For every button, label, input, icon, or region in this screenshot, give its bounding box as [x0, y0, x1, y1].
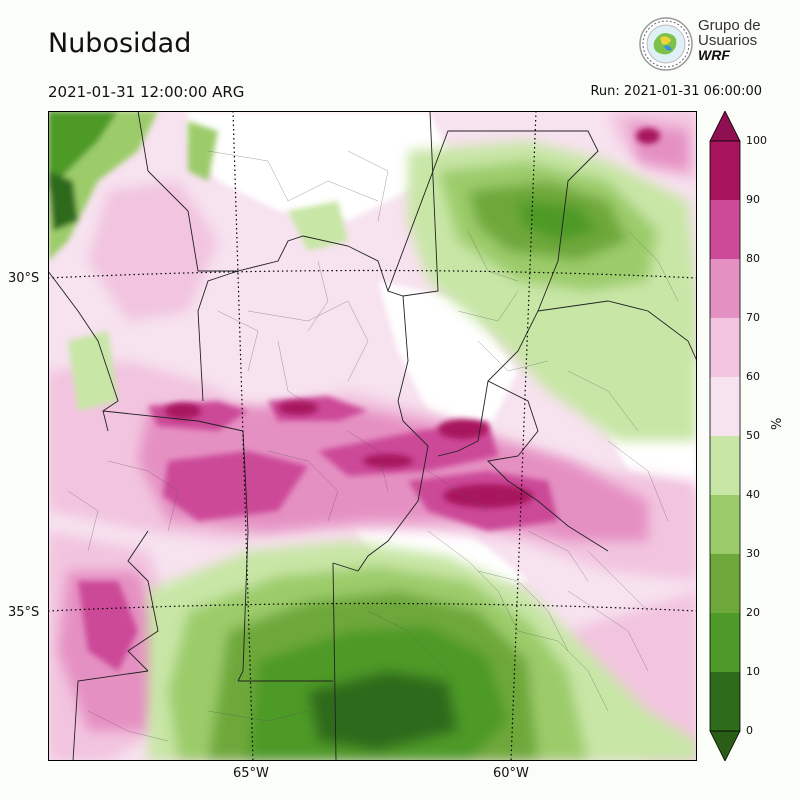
colorbar-under-arrow: [709, 730, 741, 761]
colorbar-tick-label: 60: [746, 370, 760, 383]
colorbar: [709, 111, 741, 761]
colorbar-tick-label: 100: [746, 134, 767, 147]
colorbar-over-arrow: [709, 111, 741, 142]
colorbar-tick-label: 90: [746, 193, 760, 206]
valid-time: 2021-01-31 12:00:00 ARG: [48, 83, 245, 101]
department-borders: [67, 150, 679, 742]
colorbar-segment: [710, 377, 740, 436]
logo-text: Grupo de Usuarios WRF: [698, 18, 761, 63]
green-south-region: [148, 541, 697, 761]
logo-line1: Grupo de: [698, 17, 761, 34]
colorbar-unit: %: [770, 417, 785, 430]
lat-label-30s: 30°S: [8, 271, 40, 286]
run-time: Run: 2021-01-31 06:00:00: [590, 84, 762, 99]
green-ne-region: [408, 141, 697, 441]
green-nw-region: [48, 111, 348, 411]
colorbar-frame: [709, 140, 741, 732]
colorbar-tick-label: 80: [746, 252, 760, 265]
colorbar-segment: [710, 672, 740, 731]
map-title: Nubosidad: [48, 28, 192, 59]
colorbar-segment: [710, 259, 740, 318]
wrf-logo: Grupo de Usuarios WRF: [638, 16, 768, 72]
logo-line2: Usuarios: [698, 32, 758, 49]
lon-label-60w: 60°W: [493, 766, 529, 781]
province-borders: [48, 111, 697, 761]
lat-label-35s: 35°S: [8, 605, 40, 620]
colorbar-segment: [710, 613, 740, 672]
colorbar-tick-label: 0: [746, 724, 753, 737]
globe-icon: [639, 17, 693, 71]
colorbar-tick-label: 20: [746, 606, 760, 619]
colorbar-segment: [710, 318, 740, 377]
colorbar-tick-label: 10: [746, 665, 760, 678]
colorbar-segment: [710, 141, 740, 200]
colorbar-tick-label: 40: [746, 488, 760, 501]
logo-line3: WRF: [698, 47, 730, 63]
colorbar-segment: [710, 495, 740, 554]
colorbar-segment: [710, 554, 740, 613]
lon-label-65w: 65°W: [233, 766, 269, 781]
colorbar-segment: [710, 200, 740, 259]
colorbar-segment: [710, 436, 740, 495]
graticule: [48, 111, 697, 761]
dark-magenta-spots: [165, 128, 660, 508]
colorbar-tick-label: 70: [746, 311, 760, 324]
cloud-cover-map: [48, 111, 697, 761]
colorbar-tick-label: 30: [746, 547, 760, 560]
colorbar-tick-label: 50: [746, 429, 760, 442]
